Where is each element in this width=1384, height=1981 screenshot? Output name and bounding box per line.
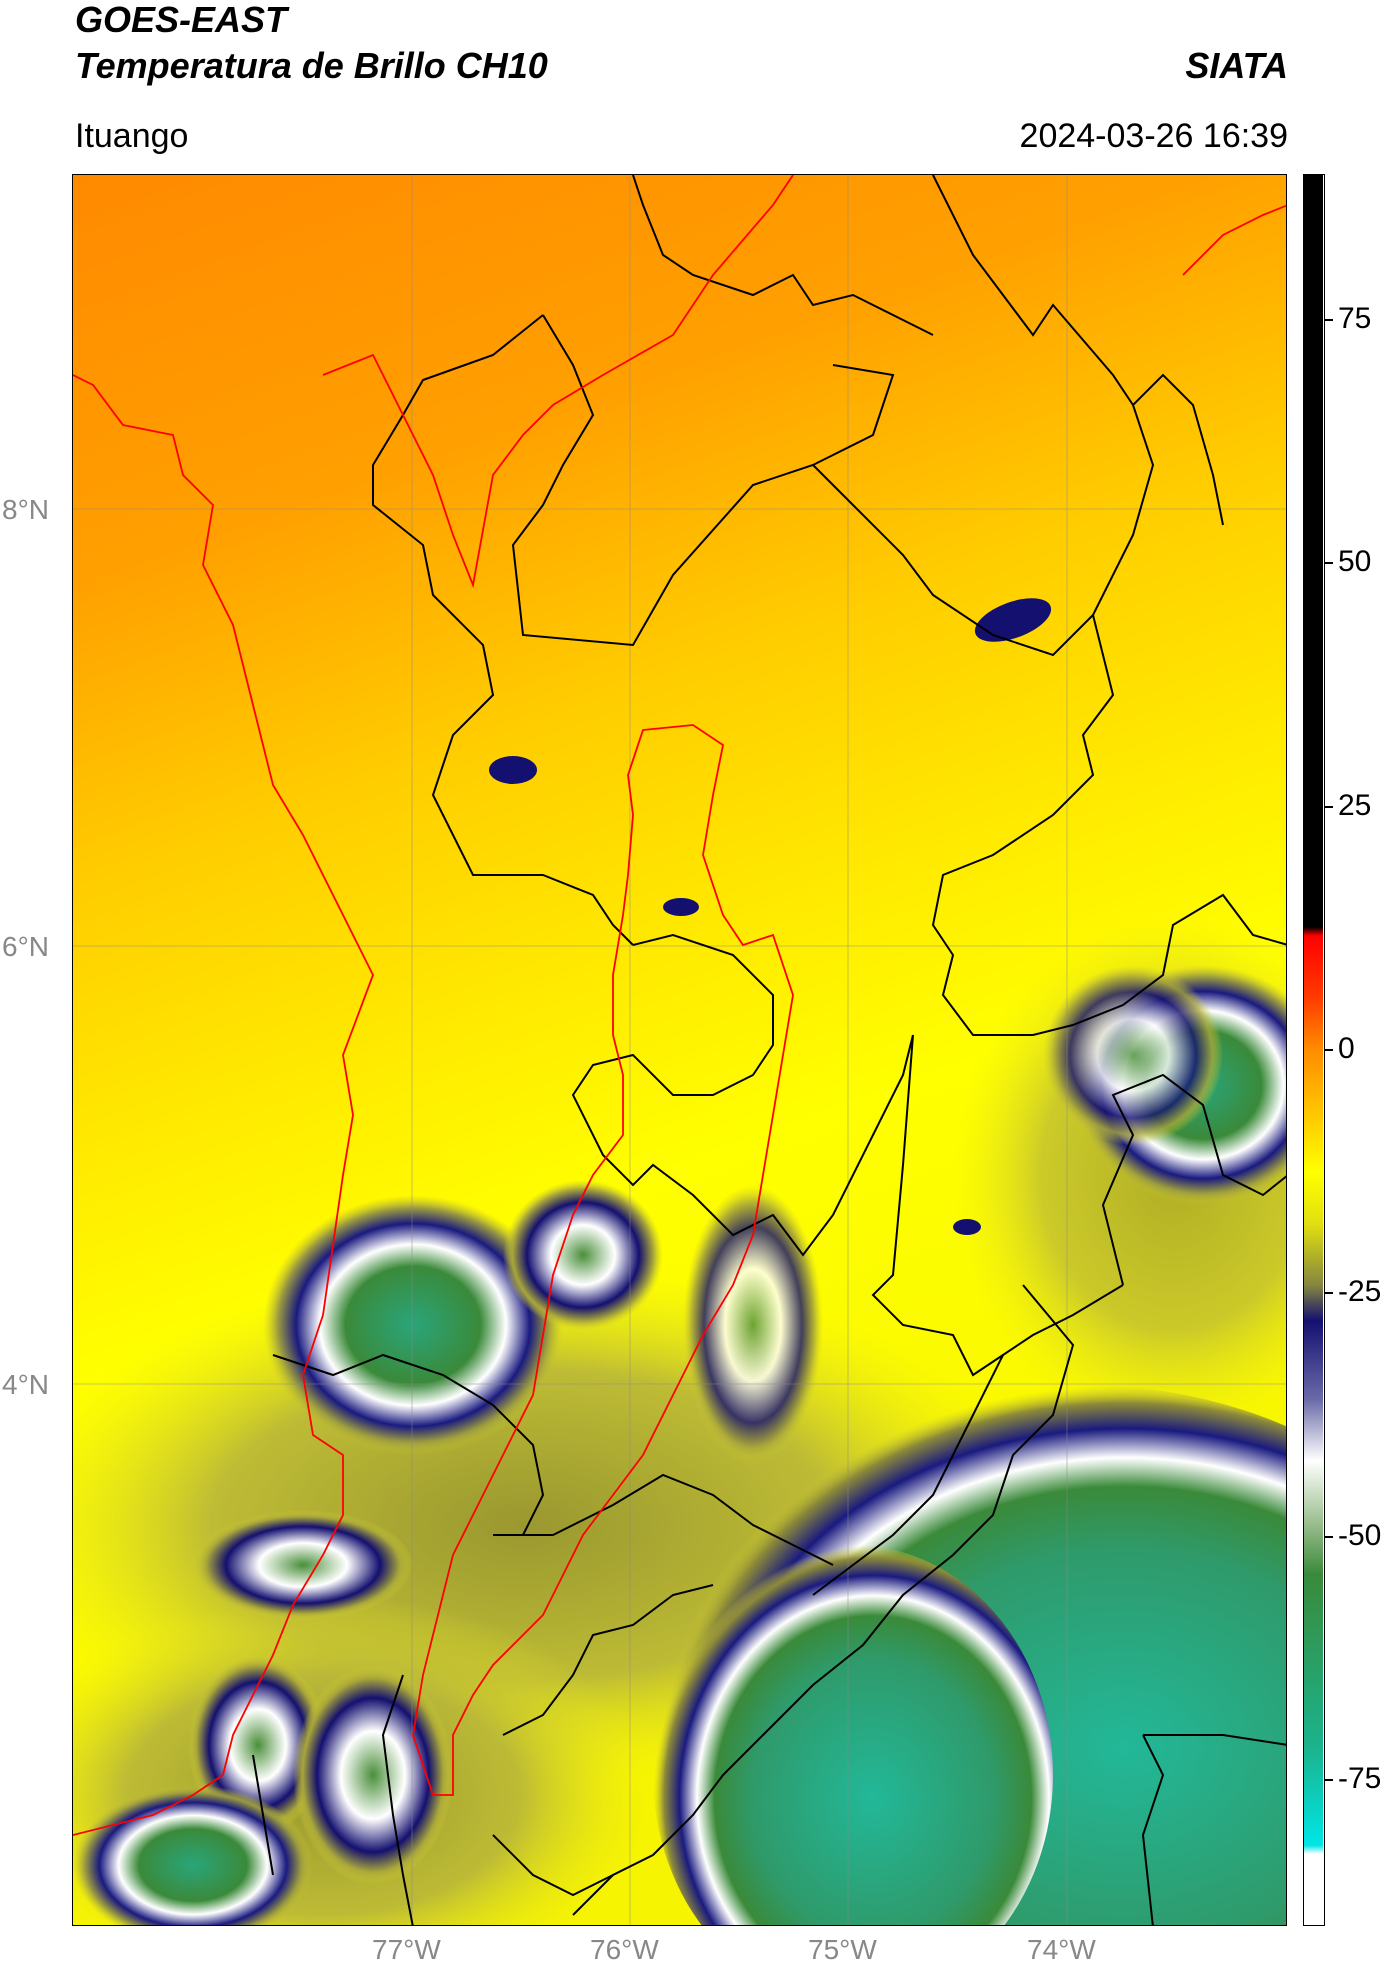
title-line2: Temperatura de Brillo CH10 <box>75 45 548 86</box>
colorbar-tick-label: 25 <box>1338 788 1372 822</box>
graticule <box>73 175 1286 1925</box>
storm-cell-west-5 <box>293 1665 453 1885</box>
convective-cloud-south-central <box>653 1545 1053 1925</box>
storm-cell-west-3 <box>193 1510 413 1620</box>
lon-label-75w: 75°W <box>808 1934 877 1965</box>
colorbar <box>1303 174 1325 1926</box>
satellite-map <box>72 174 1287 1926</box>
location-label: Ituango <box>75 117 189 155</box>
small-cell-north-east <box>974 598 1052 642</box>
colorbar-tick-label: -50 <box>1338 1518 1382 1552</box>
datetime-label: 2024-03-26 16:39 <box>1019 117 1288 155</box>
coast-and-basin-outlines <box>73 175 1286 1836</box>
colorbar-gradient <box>1304 175 1323 1924</box>
colorbar-tick-label: -75 <box>1338 1762 1382 1795</box>
colorbar-tick-mark <box>1325 319 1333 321</box>
small-cell-east <box>953 1219 981 1235</box>
lon-label-74w: 74°W <box>1027 1934 1096 1965</box>
lat-label-8n: 8°N <box>2 494 49 525</box>
lon-label-76w: 76°W <box>590 1934 659 1965</box>
storm-cell-central <box>683 1185 823 1465</box>
storm-cell-west-2 <box>503 1180 663 1330</box>
org-label: SIATA <box>1185 45 1288 86</box>
lat-label-6n: 6°N <box>2 931 49 962</box>
colorbar-tick-label: 50 <box>1338 545 1372 579</box>
colorbar-tick-mark <box>1325 1779 1333 1781</box>
colorbar-tick-mark <box>1325 1535 1333 1538</box>
small-cell-north-west <box>489 756 537 784</box>
small-cell-center <box>663 898 699 916</box>
admin-boundaries <box>252 175 1286 1925</box>
lon-label-77w: 77°W <box>372 1934 441 1965</box>
map-canvas <box>73 175 1286 1925</box>
storm-cell-northeast-2 <box>1043 965 1223 1145</box>
storm-cell-west-1 <box>263 1195 563 1455</box>
colorbar-tick-label: -25 <box>1338 1275 1382 1309</box>
colorbar-tick-mark <box>1325 1292 1333 1295</box>
colorbar-tick-label: 0 <box>1338 1032 1355 1065</box>
colorbar-tick-label: 75 <box>1338 302 1372 335</box>
colorbar-tick-mark <box>1325 562 1333 565</box>
lat-label-4n: 4°N <box>2 1369 49 1400</box>
title-line1: GOES-EAST <box>75 0 288 40</box>
colorbar-tick-mark <box>1325 805 1333 808</box>
colorbar-tick-mark <box>1325 1049 1333 1051</box>
